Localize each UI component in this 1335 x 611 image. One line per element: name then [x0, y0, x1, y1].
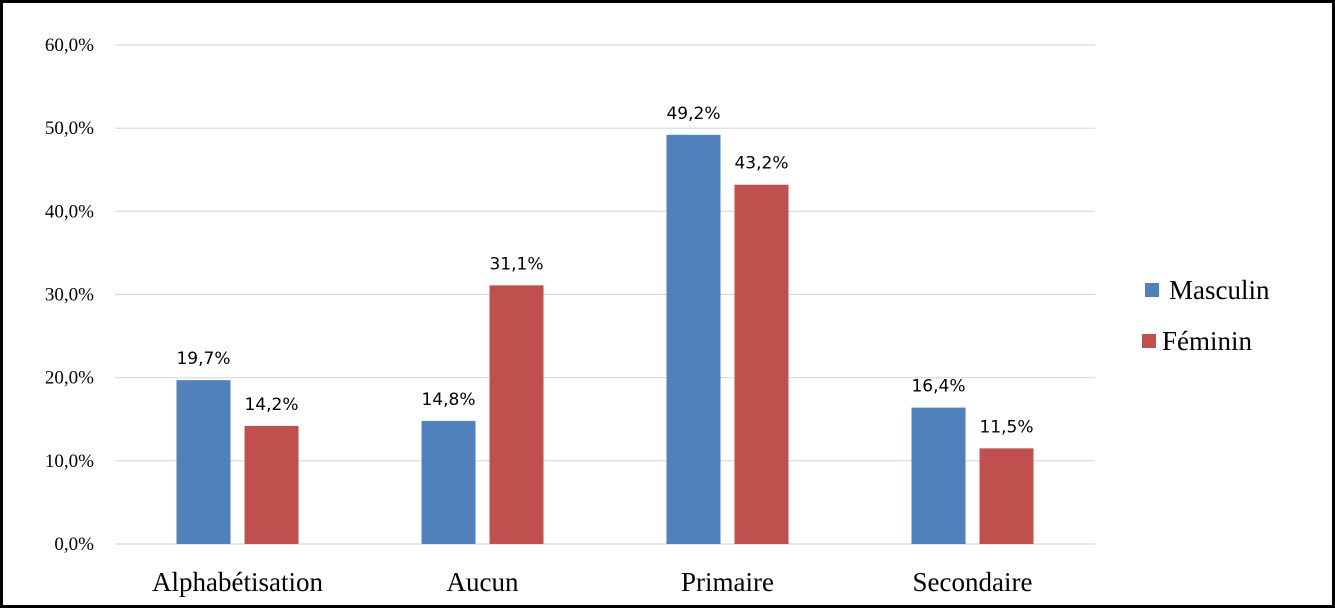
bar-masculin [666, 134, 721, 544]
bars [176, 134, 1034, 544]
legend-swatch [1142, 334, 1156, 348]
y-tick-label: 50,0% [45, 118, 94, 139]
bar-masculin [176, 380, 231, 544]
bar-feminin [489, 285, 544, 544]
data-label: 16,4% [911, 377, 965, 397]
legend-label: Masculin [1169, 275, 1270, 305]
data-labels: 19,7% 14,2% 14,8% 31,1% 49,2% 43,2% 16,4% 11,5% [176, 104, 1033, 438]
y-tick-label: 10,0% [45, 451, 94, 472]
data-label: 49,2% [666, 104, 720, 124]
data-label: 19,7% [176, 349, 230, 369]
data-label: 43,2% [734, 154, 788, 174]
data-label: 14,2% [244, 395, 298, 415]
y-tick-label: 60,0% [45, 35, 94, 56]
y-tick-label: 20,0% [45, 368, 94, 389]
y-axis-tick-labels: 0,0% 10,0% 20,0% 30,0% 40,0% 50,0% 60,0% [45, 35, 94, 555]
bar-masculin [911, 407, 966, 544]
x-tick-label: Secondaire [913, 567, 1033, 597]
x-tick-label: Aucun [447, 567, 519, 597]
bar-feminin [734, 184, 789, 544]
legend-swatch [1145, 283, 1159, 297]
bar-feminin [244, 425, 299, 544]
data-label: 14,8% [421, 390, 475, 410]
y-tick-label: 30,0% [45, 285, 94, 306]
x-tick-label: Alphabétisation [152, 567, 323, 597]
y-tick-label: 40,0% [45, 201, 94, 222]
data-label: 11,5% [979, 417, 1033, 437]
x-tick-label: Primaire [681, 567, 774, 597]
y-tick-label: 0,0% [54, 534, 94, 555]
legend-label: Féminin [1162, 326, 1253, 356]
bar-feminin [979, 448, 1034, 544]
bar-chart: 0,0% 10,0% 20,0% 30,0% 40,0% 50,0% 60,0% 19,7%… [45, 35, 1270, 597]
bar-masculin [421, 420, 476, 544]
data-label: 31,1% [489, 254, 543, 274]
legend: Masculin Féminin [1142, 275, 1270, 356]
x-axis-tick-labels: Alphabétisation Aucun Primaire Secondaire [152, 567, 1032, 597]
